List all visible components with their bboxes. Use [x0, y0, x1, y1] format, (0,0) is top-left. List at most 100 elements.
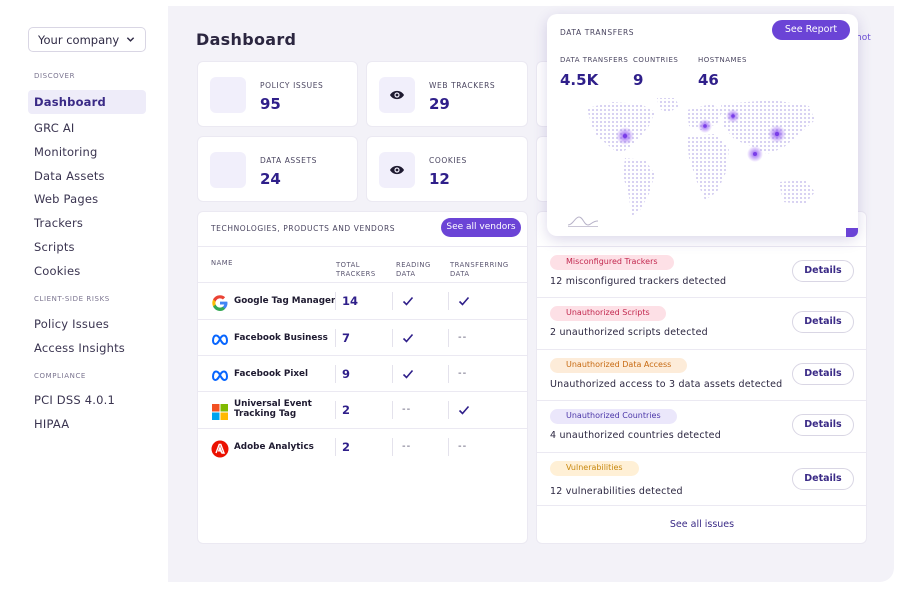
sidebar-item-dashboard[interactable]: Dashboard: [28, 90, 146, 114]
total-trackers: 14: [342, 294, 359, 308]
cell-separator: [448, 401, 449, 419]
sidebar-item-scripts[interactable]: Scripts: [34, 240, 75, 254]
check-icon: [402, 369, 414, 379]
see-all-issues-link[interactable]: See all issues: [669, 519, 735, 530]
no-value-dash: --: [402, 404, 412, 415]
cell-separator: [448, 365, 449, 383]
vendor-name: Google Tag Manager: [234, 296, 336, 306]
section-discover: DISCOVER: [34, 72, 76, 80]
cell-separator: [335, 329, 336, 347]
meta-logo-icon: [211, 370, 229, 382]
sidebar: Your company DISCOVER Dashboard GRC AI M…: [0, 0, 168, 590]
sidebar-item-cookies[interactable]: Cookies: [34, 264, 81, 278]
company-select-label: Your company: [38, 33, 120, 47]
issue-item: Misconfigured Trackers 12 misconfigured …: [537, 246, 867, 298]
check-icon: [402, 333, 414, 343]
table-row[interactable]: Facebook Business 7 --: [198, 319, 528, 356]
stat-card-policy-issues[interactable]: POLICY ISSUES 95: [197, 61, 358, 127]
check-icon: [402, 296, 414, 306]
details-button[interactable]: Details: [792, 468, 854, 490]
details-button[interactable]: Details: [792, 311, 854, 333]
see-all-vendors-button[interactable]: See all vendors: [441, 218, 521, 237]
table-row[interactable]: Universal Event Tracking Tag 2 --: [198, 391, 528, 428]
transfer-hotspot: [753, 152, 757, 156]
sidebar-item-access-insights[interactable]: Access Insights: [34, 341, 125, 355]
table-row[interactable]: Google Tag Manager 14: [198, 282, 528, 319]
world-map: [587, 98, 815, 216]
sidebar-item-monitoring[interactable]: Monitoring: [34, 145, 98, 159]
issue-tag-unauthorized-scripts: Unauthorized Scripts: [550, 306, 666, 321]
sidebar-item-grc-ai[interactable]: GRC AI: [34, 121, 75, 135]
stat-card-cookies[interactable]: COOKIES 12: [366, 136, 528, 202]
stat-icon-placeholder: [210, 77, 246, 113]
sidebar-item-data-assets[interactable]: Data Assets: [34, 169, 105, 183]
stat-value: 95: [260, 95, 281, 113]
column-header-transferring-data: TRANSFERRING DATA: [450, 261, 509, 278]
stat-label: DATA ASSETS: [260, 156, 318, 165]
sidebar-item-trackers[interactable]: Trackers: [34, 216, 84, 230]
cell-separator: [448, 292, 449, 310]
details-button[interactable]: Details: [792, 363, 854, 385]
issue-tag-vulnerabilities: Vulnerabilities: [550, 461, 639, 476]
stat-value: 12: [429, 170, 450, 188]
data-transfers-popup: DATA TRANSFERS See Report DATA TRANSFERS…: [547, 14, 858, 236]
cell-separator: [448, 438, 449, 456]
table-row[interactable]: Adobe Analytics 2 -- --: [198, 428, 528, 465]
no-value-dash: --: [458, 368, 468, 379]
cell-separator: [335, 292, 336, 310]
meta-logo-icon: [211, 334, 229, 346]
section-client-side-risks: CLIENT-SIDE RISKS: [34, 295, 110, 303]
map-asia: [721, 100, 815, 154]
eye-icon: [379, 77, 415, 113]
partial-header-link[interactable]: hot: [856, 33, 871, 43]
cell-separator: [335, 401, 336, 419]
details-button[interactable]: Details: [792, 414, 854, 436]
no-value-dash: --: [458, 441, 468, 452]
total-trackers: 9: [342, 367, 351, 381]
no-value-dash: --: [458, 332, 468, 343]
issue-item: Vulnerabilities 12 vulnerabilities detec…: [537, 452, 867, 506]
sidebar-item-pci-dss[interactable]: PCI DSS 4.0.1: [34, 393, 115, 407]
issue-description: 2 unauthorized scripts detected: [550, 327, 708, 338]
metric-label: COUNTRIES: [633, 56, 679, 64]
cell-separator: [392, 329, 393, 347]
stat-card-data-assets[interactable]: DATA ASSETS 24: [197, 136, 358, 202]
vendor-name: Facebook Business: [234, 333, 328, 343]
sidebar-item-hipaa[interactable]: HIPAA: [34, 417, 70, 431]
column-header-reading-data: READING DATA: [396, 261, 431, 278]
map-greenland: [657, 98, 679, 114]
metric-label: HOSTNAMES: [698, 56, 747, 64]
cell-separator: [392, 401, 393, 419]
details-button[interactable]: Details: [792, 260, 854, 282]
table-row[interactable]: Facebook Pixel 9 --: [198, 355, 528, 392]
map-africa: [687, 134, 729, 200]
chevron-down-icon: [126, 37, 135, 42]
cell-separator: [392, 292, 393, 310]
sidebar-item-web-pages[interactable]: Web Pages: [34, 192, 99, 206]
metric-label: DATA TRANSFERS: [560, 56, 629, 64]
divider: [198, 246, 528, 247]
stat-card-web-trackers[interactable]: WEB TRACKERS 29: [366, 61, 528, 127]
issue-item: Unauthorized Scripts 2 unauthorized scri…: [537, 297, 867, 349]
metric-value: 4.5K: [560, 71, 599, 89]
stat-icon-placeholder: [210, 152, 246, 188]
section-compliance: COMPLIANCE: [34, 372, 86, 380]
adobe-logo-icon: [211, 440, 229, 458]
vendor-name: Universal Event Tracking Tag: [234, 399, 312, 419]
technologies-card: TECHNOLOGIES, PRODUCTS AND VENDORS See a…: [197, 211, 528, 544]
map-europe: [687, 104, 723, 130]
microsoft-logo-icon: [212, 404, 228, 420]
issue-tag-unauthorized-data-access: Unauthorized Data Access: [550, 358, 688, 373]
see-report-button[interactable]: See Report: [772, 20, 850, 40]
cell-separator: [392, 365, 393, 383]
popup-title: DATA TRANSFERS: [560, 28, 635, 37]
cell-separator: [392, 438, 393, 456]
issue-description: 12 misconfigured trackers detected: [550, 276, 727, 287]
company-select[interactable]: Your company: [28, 27, 146, 52]
issue-description: 4 unauthorized countries detected: [550, 430, 721, 441]
transfer-hotspot: [703, 124, 707, 128]
transfer-hotspot: [731, 114, 735, 118]
google-logo-icon: [212, 295, 228, 311]
stat-value: 24: [260, 170, 281, 188]
sidebar-item-policy-issues[interactable]: Policy Issues: [34, 317, 110, 331]
